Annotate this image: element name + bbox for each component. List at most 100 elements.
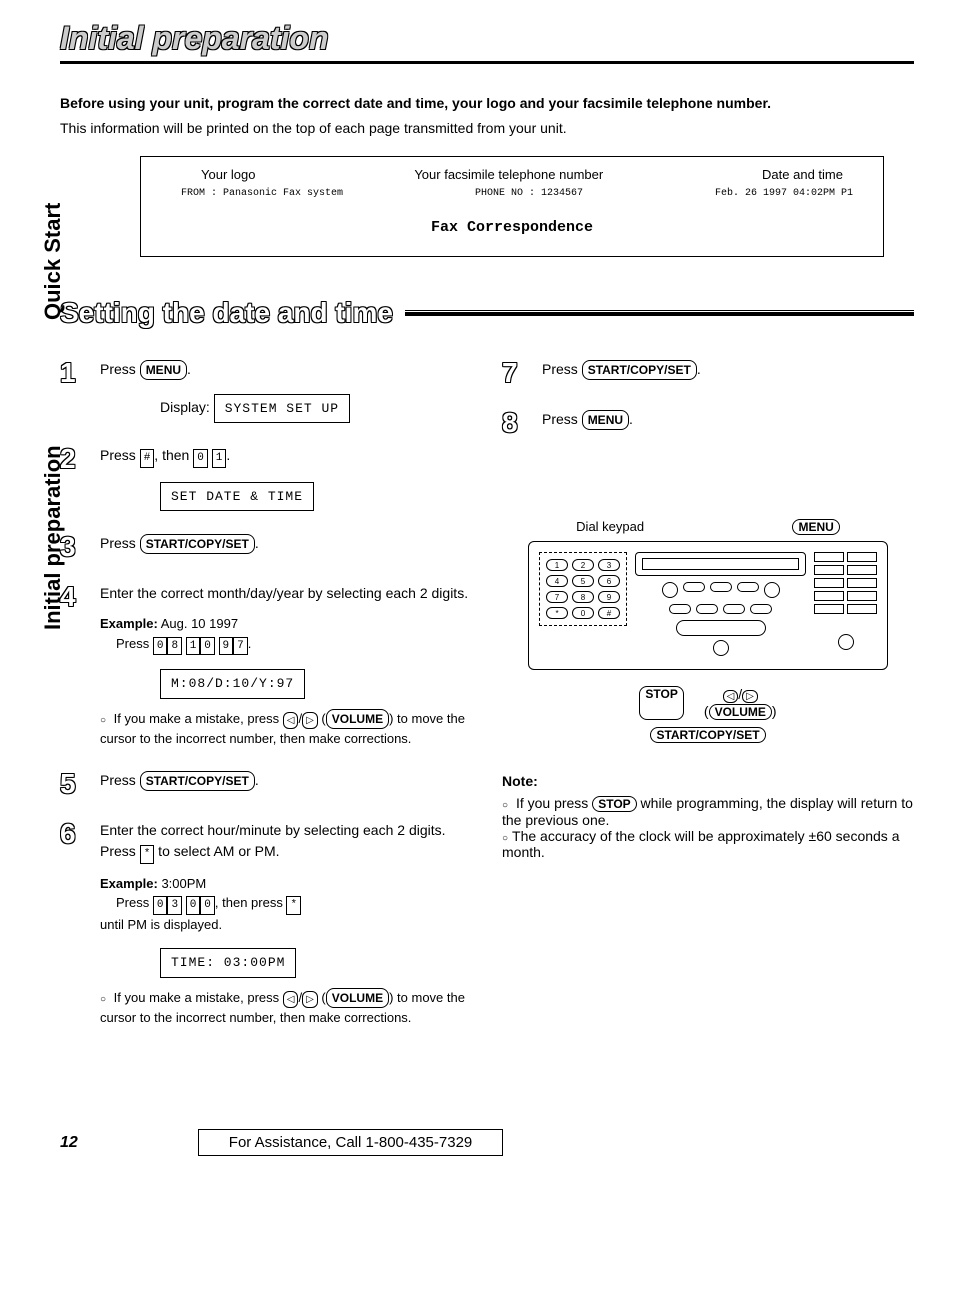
s6-text: Enter the correct hour/minute by selecti…: [100, 820, 472, 841]
page-footer: 12 For Assistance, Call 1-800-435-7329: [60, 1129, 914, 1156]
menu-button-label-2: MENU: [582, 410, 629, 430]
s6-then: , then press: [215, 895, 287, 910]
device-start-button: [676, 620, 766, 636]
device-label-keypad: Dial keypad: [576, 519, 644, 534]
step-2: 2 Press #, then 0 1. SET DATE & TIME: [60, 445, 472, 511]
s7-a: Press: [542, 361, 582, 377]
s4-text: Enter the correct month/day/year by sele…: [100, 583, 472, 604]
s6-ex-label: Example:: [100, 876, 158, 891]
s6-ex-text: 3:00PM: [161, 876, 206, 891]
arrow-right-icon: ▷: [302, 712, 318, 729]
side-label-quick-start: Quick Start: [40, 203, 66, 320]
step-8-num: 8: [502, 409, 530, 437]
s7-b: .: [697, 361, 701, 377]
left-column: 1 Press MENU. Display: SYSTEM SET UP 2 P…: [60, 359, 472, 1050]
assistance-box: For Assistance, Call 1-800-435-7329: [198, 1129, 503, 1156]
arrow-right-icon-3: ▷: [742, 690, 758, 703]
fax-header-diagram: Your logo Your facsimile telephone numbe…: [140, 156, 884, 257]
arrow-left-icon-3: ◁: [723, 690, 739, 703]
note-1: If you press STOP while programming, the…: [502, 795, 914, 828]
key-star-2: *: [286, 896, 301, 915]
device-label-volume: VOLUME: [709, 704, 772, 720]
scs-button-label-3: START/COPY/SET: [582, 360, 697, 380]
s4-dot: .: [248, 636, 252, 651]
lcd-time: TIME: 03:00PM: [160, 948, 296, 978]
step-6: 6 Enter the correct hour/minute by selec…: [60, 820, 472, 1027]
k-9: 9: [219, 637, 234, 656]
key-hash: #: [140, 449, 155, 468]
device-screen: [635, 552, 806, 576]
page-title: Initial preparation: [60, 20, 914, 64]
k-0b: 0: [200, 637, 215, 656]
volume-button-label: VOLUME: [326, 709, 389, 729]
diag-data-phone: PHONE NO : 1234567: [475, 188, 583, 199]
device-label-stop: STOP: [639, 686, 683, 720]
note-1-a: If you press: [516, 795, 592, 811]
step-7-num: 7: [502, 359, 530, 387]
arrow-right-icon-2: ▷: [302, 991, 318, 1008]
diag-title: Fax Correspondence: [161, 219, 863, 236]
s8-b: .: [629, 411, 633, 427]
key-0: 0: [193, 449, 208, 468]
s6-until: until PM is displayed.: [100, 917, 222, 932]
device-stop-button: [713, 640, 729, 656]
scs-button-label: START/COPY/SET: [140, 534, 255, 554]
s2-a: Press: [100, 447, 140, 463]
step-4: 4 Enter the correct month/day/year by se…: [60, 583, 472, 748]
s6-press: Press: [116, 895, 153, 910]
k6-0c: 0: [200, 896, 215, 915]
k-1a: 1: [186, 637, 201, 656]
device-label-menu: MENU: [792, 519, 839, 535]
k-8: 8: [167, 637, 182, 656]
side-label-initial-prep: Initial preparation: [40, 445, 66, 630]
s2-c: .: [226, 447, 230, 463]
step-6-num: 6: [60, 820, 88, 1027]
device-illustration: 123 456 789 *0#: [528, 541, 888, 670]
s5-b: .: [255, 772, 259, 788]
page-number: 12: [60, 1134, 78, 1152]
s5-a: Press: [100, 772, 140, 788]
display-label: Display:: [160, 399, 210, 415]
key-star: *: [140, 845, 155, 864]
s3-b: .: [255, 535, 259, 551]
step-1-text-b: .: [187, 361, 191, 377]
s6-psa: Press: [100, 843, 140, 859]
intro-text: This information will be printed on the …: [60, 120, 914, 136]
s4-ex-label: Example:: [100, 616, 158, 631]
arrow-left-icon-2: ◁: [283, 991, 299, 1008]
device-right-panel: [814, 552, 877, 614]
diag-data-from: FROM : Panasonic Fax system: [181, 188, 343, 199]
diag-label-phone: Your facsimile telephone number: [414, 167, 603, 182]
note-title: Note:: [502, 773, 914, 789]
k6-0b: 0: [186, 896, 201, 915]
s3-a: Press: [100, 535, 140, 551]
s4-ex-text: Aug. 10 1997: [161, 616, 238, 631]
k-0a: 0: [153, 637, 168, 656]
s6-mistake-a: If you make a mistake, press: [114, 990, 283, 1005]
device-label-scs: START/COPY/SET: [650, 727, 765, 743]
diag-data-date: Feb. 26 1997 04:02PM P1: [715, 188, 853, 199]
menu-button-label: MENU: [140, 360, 187, 380]
key-1: 1: [212, 449, 227, 468]
step-1-num: 1: [60, 359, 88, 424]
step-8: 8 Press MENU.: [502, 409, 914, 437]
scs-button-label-2: START/COPY/SET: [140, 771, 255, 791]
k-7: 7: [233, 637, 248, 656]
step-5-num: 5: [60, 770, 88, 798]
arrow-left-icon: ◁: [283, 712, 299, 729]
intro-bold: Before using your unit, program the corr…: [60, 94, 914, 114]
k6-3: 3: [167, 896, 182, 915]
s6-psb: to select AM or PM.: [154, 843, 279, 859]
volume-button-label-2: VOLUME: [326, 988, 389, 1008]
step-1-text-a: Press: [100, 361, 140, 377]
section-title: Setting the date and time: [60, 297, 914, 329]
s2-b: , then: [154, 447, 193, 463]
diag-label-logo: Your logo: [201, 167, 255, 182]
stop-button-label: STOP: [592, 796, 636, 812]
s4-press: Press: [116, 636, 153, 651]
lcd-system-setup: SYSTEM SET UP: [214, 394, 350, 424]
step-1: 1 Press MENU. Display: SYSTEM SET UP: [60, 359, 472, 424]
s4-mistake-a: If you make a mistake, press: [114, 711, 283, 726]
section-title-text: Setting the date and time: [60, 297, 393, 329]
note-2: The accuracy of the clock will be approx…: [502, 828, 914, 860]
